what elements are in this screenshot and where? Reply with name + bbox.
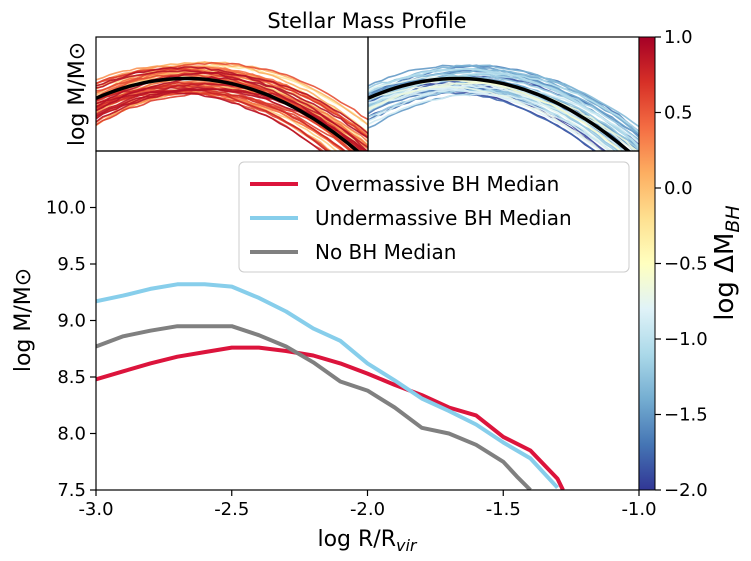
top-right-panel (367, 36, 640, 152)
y-axis-ticks: 7.5 8.0 8.5 9.0 9.5 10.0 (46, 198, 96, 501)
top-left-profile-lines (96, 61, 368, 151)
colorbar-gradient (639, 37, 655, 490)
colorbar-tick-label: −1.5 (664, 405, 708, 426)
profile-line (96, 61, 368, 121)
legend-label-2: No BH Median (315, 240, 456, 264)
profile-median-line (96, 76, 360, 151)
legend-label-1: Undermassive BH Median (315, 206, 572, 230)
colorbar-ticks: 1.0 0.5 0.0 −0.5 −1.0 −1.5 −2.0 (655, 27, 708, 501)
y-tick-label: 9.5 (57, 254, 86, 275)
x-tick-label: -2.5 (214, 499, 249, 520)
x-axis-ticks: -3.0 -2.5 -2.0 -1.5 -1.0 (78, 490, 657, 520)
y-tick-label: 7.5 (57, 480, 86, 501)
profile-line (368, 89, 611, 151)
x-tick-label: -2.0 (350, 499, 385, 520)
top-right-profile-lines (368, 64, 639, 151)
series-line-2 (96, 324, 532, 490)
x-axis-label: log R/Rvir (317, 527, 417, 555)
colorbar-tick-label: −1.0 (664, 329, 708, 350)
top-left-panel (95, 36, 369, 152)
y-tick-label: 10.0 (46, 198, 86, 219)
top-ylabel: log M/M⊙ (65, 42, 90, 146)
colorbar: 1.0 0.5 0.0 −0.5 −1.0 −1.5 −2.0 log ΔMBH (638, 27, 744, 501)
series-line-1 (96, 282, 559, 490)
profile-line (96, 75, 368, 139)
legend: Overmassive BH Median Undermassive BH Med… (238, 161, 630, 273)
colorbar-tick-label: −2.0 (664, 480, 708, 501)
main-plot-area: -3.0 -2.5 -2.0 -1.5 -1.0 7.5 8.0 8.5 9.0 9.5 10.0 (46, 150, 657, 520)
profile-line (368, 85, 603, 151)
legend-box (238, 161, 630, 273)
chart-title: Stellar Mass Profile (267, 9, 466, 33)
y-tick-label: 9.0 (57, 311, 86, 332)
y-axis-label: log M/M⊙ (11, 268, 36, 372)
colorbar-label: log ΔMBH (710, 205, 744, 320)
profile-line (96, 66, 368, 151)
main-series-lines (96, 282, 565, 490)
profile-median-line (368, 76, 632, 151)
legend-label-0: Overmassive BH Median (315, 172, 559, 196)
x-tick-label: -1.5 (486, 499, 521, 520)
profile-line (96, 69, 364, 151)
y-tick-label: 8.5 (57, 367, 86, 388)
series-line-0 (96, 345, 565, 490)
y-tick-label: 8.0 (57, 424, 86, 445)
colorbar-tick-label: 0.0 (664, 178, 693, 199)
colorbar-tick-label: 0.5 (664, 103, 693, 124)
profile-line (96, 86, 329, 151)
colorbar-tick-label: 1.0 (664, 27, 693, 48)
profile-line (96, 71, 368, 135)
colorbar-tick-label: −0.5 (664, 254, 708, 275)
profile-line (368, 76, 614, 151)
x-tick-label: -3.0 (78, 499, 113, 520)
profile-line (96, 90, 323, 151)
x-tick-label: -1.0 (621, 499, 656, 520)
